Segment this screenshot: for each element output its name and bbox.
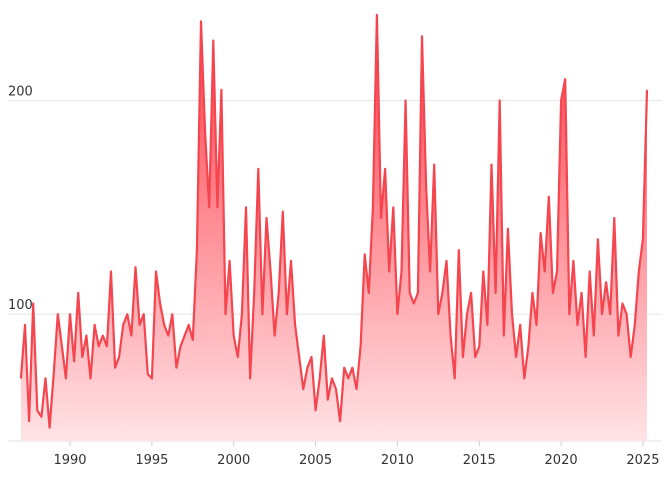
x-tick-label: 1995 xyxy=(135,453,168,468)
x-tick-label: 1990 xyxy=(53,453,86,468)
x-tick-label: 2005 xyxy=(299,453,332,468)
x-tick-label: 2025 xyxy=(626,453,659,468)
x-tick-label: 2000 xyxy=(217,453,250,468)
line xyxy=(19,13,649,429)
x-tick-label: 2020 xyxy=(545,453,578,468)
x-tick-label: 2010 xyxy=(381,453,414,468)
y-tick-label: 200 xyxy=(8,84,33,99)
y-tick-label: 100 xyxy=(8,298,33,313)
area xyxy=(20,15,647,441)
x-tick-label: 2015 xyxy=(463,453,496,468)
